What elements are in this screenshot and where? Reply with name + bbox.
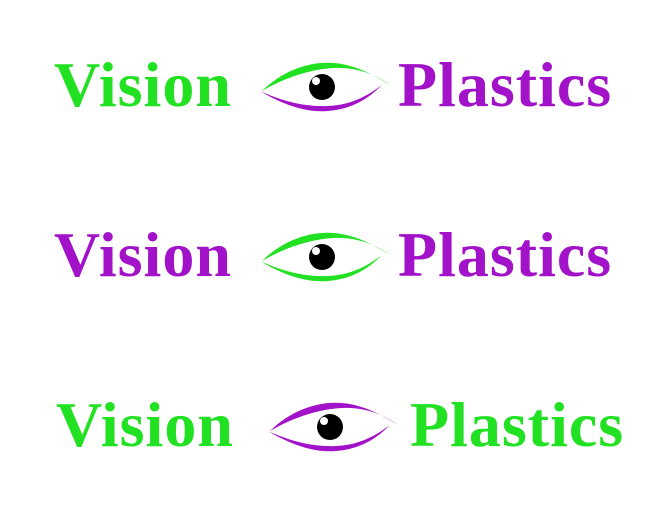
eye-iris — [317, 414, 343, 440]
logo-word-plastics: Plastics — [398, 49, 613, 120]
eye-highlight — [320, 417, 328, 425]
eye-upper-lid — [270, 402, 398, 431]
logo-word-vision: Vision — [54, 219, 232, 290]
logo-word-vision: Vision — [54, 49, 232, 120]
logo-word-plastics: Plastics — [398, 219, 613, 290]
logo-word-plastics: Plastics — [410, 389, 625, 460]
logo-variant-2: Vision Plastics — [0, 215, 667, 295]
eye-icon — [260, 232, 390, 282]
eye-iris — [309, 74, 335, 100]
logo-word-vision: Vision — [56, 389, 234, 460]
eye-icon — [268, 402, 398, 452]
eye-upper-lid — [262, 232, 390, 261]
eye-lower-lid — [260, 255, 382, 282]
eye-lower-lid — [268, 425, 390, 452]
eye-icon — [260, 62, 390, 112]
eye-upper-lid — [262, 62, 390, 91]
logo-variant-3: Vision Plastics — [0, 385, 667, 465]
eye-lower-lid — [260, 85, 382, 112]
eye-highlight — [312, 247, 320, 255]
eye-iris — [309, 244, 335, 270]
logo-variant-1: Vision Plastics — [0, 45, 667, 125]
eye-highlight — [312, 77, 320, 85]
